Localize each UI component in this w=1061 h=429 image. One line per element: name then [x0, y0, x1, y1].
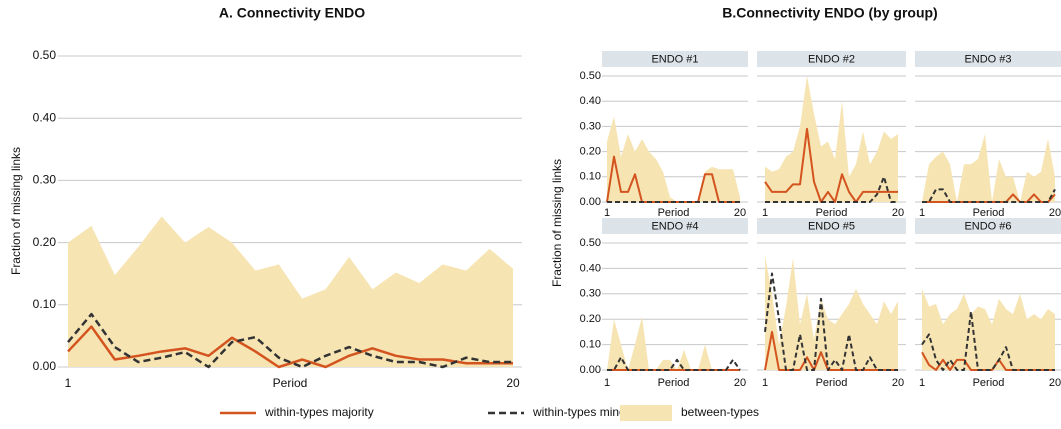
line	[922, 188, 1056, 203]
y-tick-label: 0.10	[33, 297, 57, 311]
x-axis-label: Period	[658, 377, 690, 389]
strip	[915, 218, 1061, 234]
panel-b-title: B.Connectivity ENDO (by group)	[722, 5, 937, 21]
facet-title: ENDO #6	[964, 220, 1011, 232]
x-tick-label: 1	[65, 376, 72, 390]
facet-title: ENDO #5	[808, 220, 855, 232]
y-tick-label: 0.20	[580, 313, 601, 325]
x-tick-label: 20	[892, 207, 904, 219]
area	[607, 116, 740, 202]
area	[922, 133, 1055, 202]
line	[921, 310, 1055, 371]
line	[764, 127, 898, 203]
strip	[602, 51, 748, 67]
area	[607, 316, 740, 370]
x-axis-label: Period	[816, 377, 848, 389]
x-axis-label: Period	[658, 207, 690, 219]
line	[764, 330, 898, 371]
y-tick-label: 0.50	[580, 70, 601, 82]
x-axis-label: Period	[973, 207, 1005, 219]
x-tick-label: 20	[892, 377, 904, 389]
y-tick-label: 0.00	[580, 364, 601, 376]
facet-title: ENDO #3	[964, 53, 1011, 65]
x-tick-label: 20	[506, 376, 520, 390]
y-tick-label: 0.40	[580, 262, 601, 274]
line	[764, 272, 898, 371]
x-tick-label: 1	[919, 377, 925, 389]
x-tick-label: 20	[734, 377, 746, 389]
x-tick-label: 20	[1049, 377, 1061, 389]
x-tick-label: 1	[604, 377, 610, 389]
y-tick-label: 0.50	[580, 237, 601, 249]
legend-swatch	[620, 405, 672, 421]
facet-title: ENDO #4	[651, 220, 698, 232]
x-axis-label: Period	[816, 207, 848, 219]
y-tick-label: 0.30	[580, 120, 601, 132]
strip	[757, 51, 906, 67]
line	[765, 175, 898, 203]
x-tick-label: 1	[762, 207, 768, 219]
area	[922, 288, 1055, 370]
line	[67, 325, 513, 369]
y-tick-label: 0.00	[580, 196, 601, 208]
y-tick-label: 0.10	[580, 171, 601, 183]
y-axis-label: Fraction of missing links	[550, 159, 564, 287]
y-tick-label: 0.20	[580, 146, 601, 158]
y-tick-label: 0.30	[580, 288, 601, 300]
legend-label: between-types	[681, 405, 759, 419]
x-tick-label: 1	[604, 207, 610, 219]
legend-label: within-types majority	[264, 405, 374, 419]
strip	[757, 218, 906, 234]
area	[68, 216, 513, 367]
panel-a-title: A. Connectivity ENDO	[219, 5, 365, 21]
strip	[915, 51, 1061, 67]
x-axis-label: Period	[973, 377, 1005, 389]
x-tick-label: 20	[1049, 207, 1061, 219]
y-tick-label: 0.30	[33, 173, 57, 187]
y-tick-label: 0.50	[33, 48, 57, 62]
facet-title: ENDO #1	[651, 53, 698, 65]
y-tick-label: 0.00	[33, 359, 57, 373]
area	[765, 76, 898, 202]
legend-label: within-types minority	[532, 405, 642, 419]
strip	[602, 218, 748, 234]
x-tick-label: 1	[919, 207, 925, 219]
x-axis-label: Period	[273, 376, 308, 390]
x-tick-label: 20	[734, 207, 746, 219]
line	[607, 356, 741, 371]
area	[765, 255, 898, 370]
x-tick-label: 1	[762, 377, 768, 389]
y-tick-label: 0.10	[580, 339, 601, 351]
y-tick-label: 0.20	[33, 235, 57, 249]
facet-title: ENDO #2	[808, 53, 855, 65]
y-tick-label: 0.40	[580, 95, 601, 107]
y-axis-label: Fraction of missing links	[9, 147, 23, 275]
y-tick-label: 0.40	[33, 110, 57, 124]
